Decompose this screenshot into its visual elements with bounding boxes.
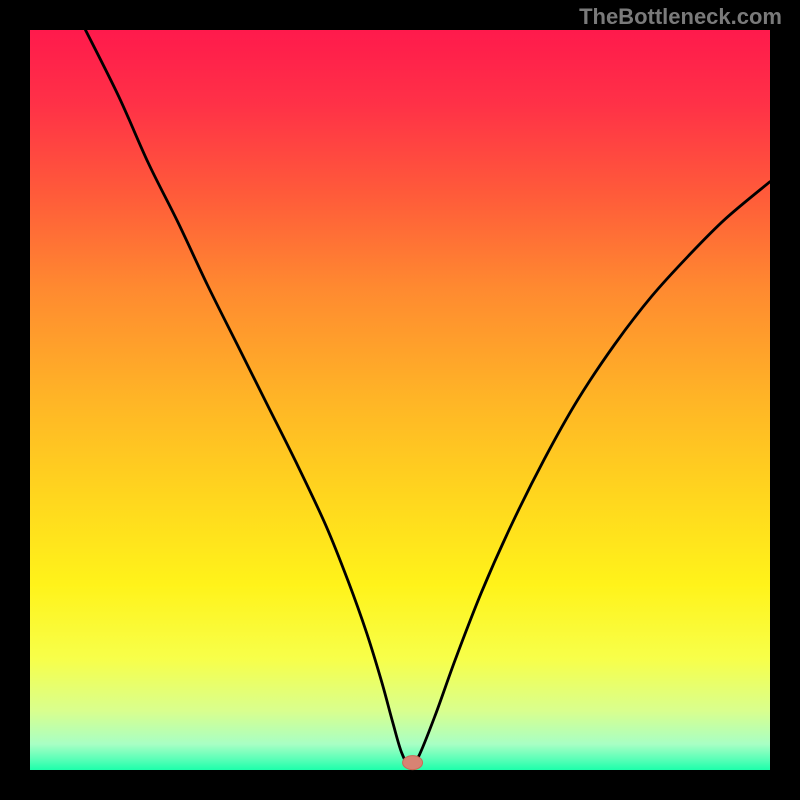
bottleneck-chart [0,0,800,800]
chart-container: TheBottleneck.com [0,0,800,800]
optimal-point-marker [403,756,423,770]
gradient-plot-area [30,30,770,770]
